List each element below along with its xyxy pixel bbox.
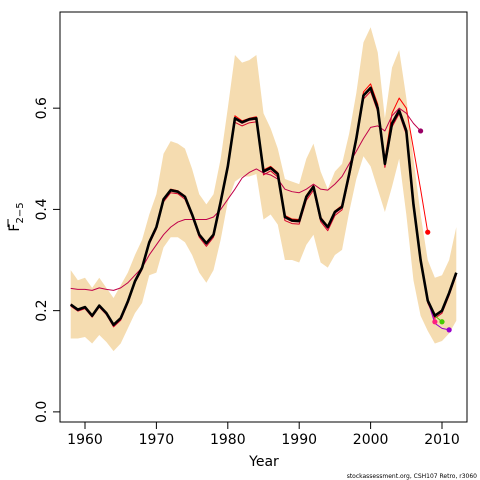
- x-tick-label: 1990: [281, 432, 317, 448]
- x-axis: 1960 1970 1980 1990 2000 2010: [67, 421, 460, 448]
- x-tick-label: 1960: [67, 432, 103, 448]
- retro-line-6: [70, 107, 421, 291]
- x-tick-label: 2000: [353, 432, 389, 448]
- x-axis-title: Year: [248, 454, 279, 470]
- y-axis-title-text: F: [7, 224, 23, 232]
- x-tick-label: 2010: [424, 432, 460, 448]
- endpoint-marker-3: [432, 319, 438, 325]
- x-tick-label: 1970: [139, 432, 175, 448]
- y-tick-label: 0.0: [34, 401, 50, 423]
- x-tick-label: 1980: [210, 432, 246, 448]
- y-tick-label: 0.6: [34, 97, 50, 119]
- footnote: stockassessment.org, CSH107 Retro, r3060: [347, 473, 477, 480]
- y-tick-label: 0.4: [34, 198, 50, 220]
- main-estimate-line: [69, 86, 458, 327]
- confidence-band: [70, 27, 457, 352]
- plot-area: [69, 27, 458, 352]
- endpoint-marker-2: [425, 229, 431, 235]
- y-axis-title-subscript: 2−5: [15, 202, 26, 223]
- endpoint-marker-5: [446, 327, 452, 333]
- y-axis: 0.0 0.2 0.4 0.6: [34, 97, 61, 423]
- endpoint-marker-1: [417, 128, 424, 134]
- svg-text:F2−5: F2−5: [7, 202, 26, 231]
- y-axis-title: F2−5: [7, 202, 26, 231]
- endpoint-marker-4: [439, 319, 445, 325]
- y-tick-label: 0.2: [34, 300, 50, 322]
